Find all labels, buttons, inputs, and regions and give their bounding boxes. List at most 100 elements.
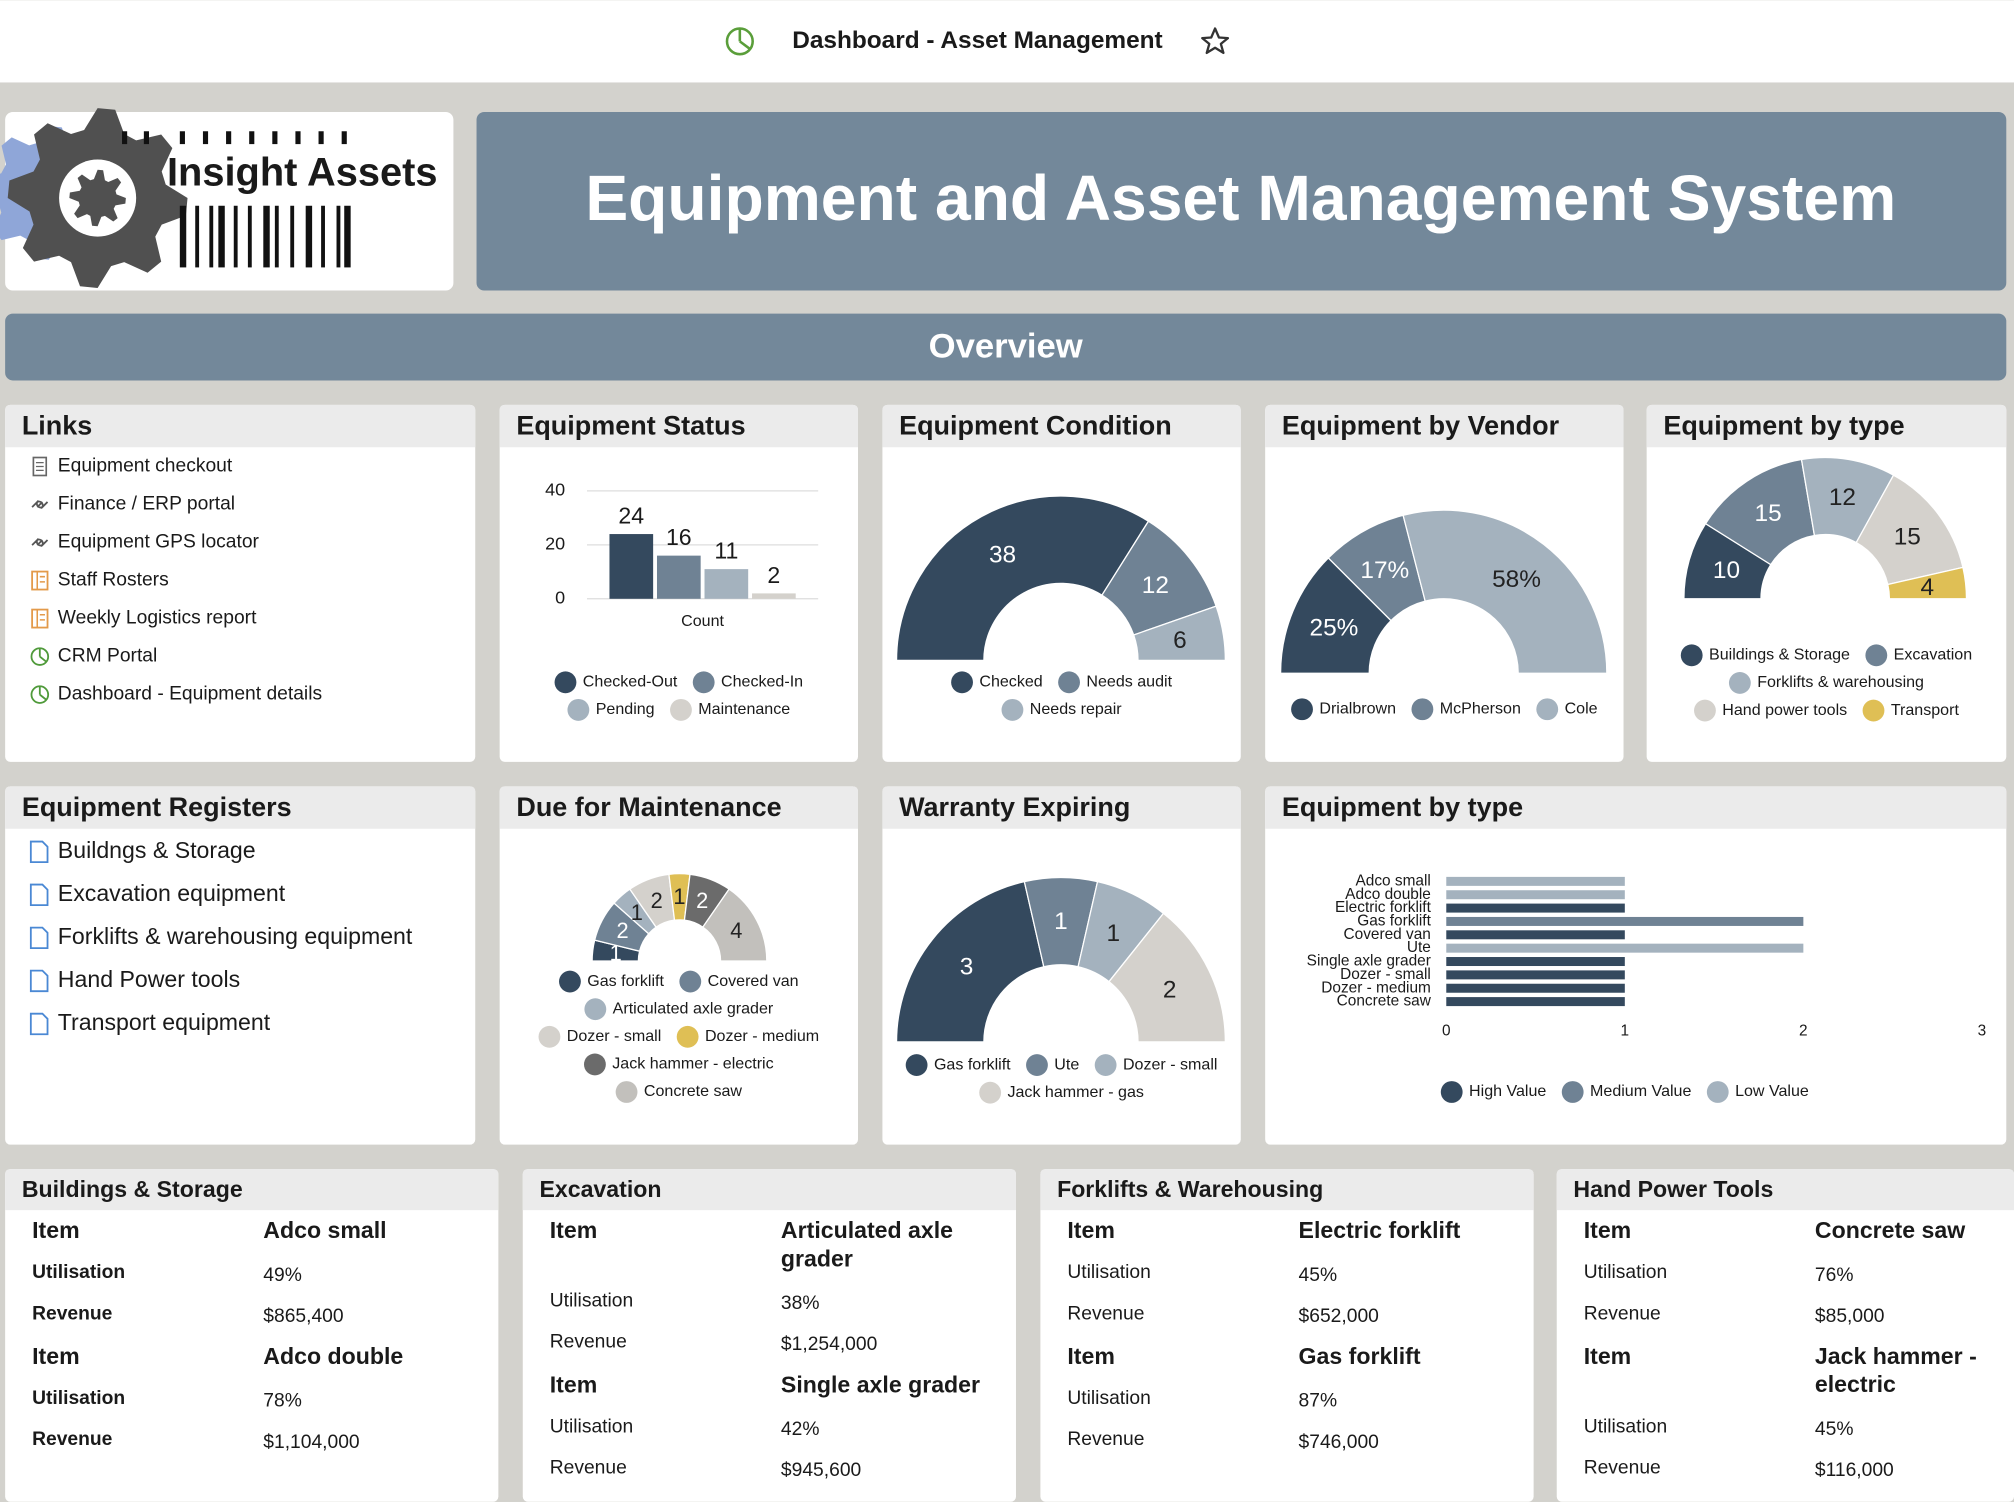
legend-swatch [979,1081,1002,1104]
data-label: 3 [960,953,974,980]
register-item[interactable]: Transport equipment [58,1009,271,1035]
data-label: 6 [1173,627,1187,654]
data-label: 2 [1163,976,1177,1003]
field-label: Revenue [1584,1457,1661,1478]
barcode-bar [226,131,232,145]
icon-part [38,648,47,663]
link-item[interactable]: Dashboard - Equipment details [58,684,322,705]
category-label: Gas forklift [1357,913,1431,930]
register-item[interactable]: Buildngs & Storage [58,837,256,863]
legend-swatch [679,970,702,993]
legend-label: Gas forklift [934,1055,1011,1073]
link-item[interactable]: CRM Portal [58,646,157,667]
data-label: 11 [714,538,738,564]
panel-header [499,404,859,448]
link-item[interactable]: Equipment checkout [58,456,233,477]
data-label: 10 [1713,557,1740,584]
legend-swatch [1694,699,1716,722]
legend-swatch [1865,644,1888,667]
link-item[interactable]: Equipment GPS locator [58,532,260,553]
link-item[interactable]: Finance / ERP portal [58,494,235,515]
bar [1446,930,1625,940]
x-tick-label: 2 [1799,1023,1808,1040]
register-icon [29,926,49,950]
link-item[interactable]: Weekly Logistics report [58,608,257,629]
barcode-bar [290,205,295,268]
field-label: Utilisation [550,1290,633,1311]
item-label: Item [32,1217,80,1243]
register-icon [29,840,49,864]
item-label: Item [550,1217,598,1243]
register-item[interactable]: Excavation equipment [58,880,286,906]
data-label: 1 [673,884,685,909]
field-value: $652,000 [1299,1306,1379,1327]
barcode-bar [318,131,324,145]
legend-label: Checked-In [721,673,803,691]
field-value: $865,400 [263,1306,343,1327]
data-label: 1 [1054,908,1068,935]
legend-row: Concrete saw [615,1081,742,1103]
data-label: 1 [1107,920,1121,947]
legend-row: Buildings & Storage Excavation [1680,644,1973,667]
x-tick-label: 1 [1621,1023,1630,1040]
legend-label: Excavation [1894,646,1973,664]
panel-title: Warranty Expiring [899,792,1130,822]
donut-segment [701,888,768,962]
category-label: Adco double [1345,886,1431,903]
field-value: 76% [1815,1265,1854,1286]
legend-swatch [1561,1081,1584,1103]
legend-label: Dozer - small [1123,1055,1218,1073]
legend-swatch [1680,644,1703,667]
item-name: Electric forklift [1299,1217,1461,1243]
field-value: 38% [781,1293,820,1314]
category-label: Dozer - small [1340,966,1431,983]
category-label: Concrete saw [1337,993,1432,1010]
register-item[interactable]: Forklifts & warehousing equipment [58,923,413,949]
panel-header [1265,786,2007,829]
barcode-bar [202,131,209,145]
panel-title: Equipment by type [1282,792,1523,822]
data-label: 58% [1492,566,1541,593]
link-item[interactable]: Staff Rosters [58,570,169,591]
item-name: Jack hammer - electric [1815,1343,1983,1397]
item-label: Item [550,1371,598,1397]
panel-header [5,786,476,829]
legend-swatch [554,671,577,694]
data-label: 16 [666,524,692,550]
legend-label: Forklifts & warehousing [1757,673,1924,691]
field-label: Utilisation [1584,1416,1667,1437]
barcode-bar [195,205,200,268]
barcode-bar [274,205,279,268]
panel-title: Buildings & Storage [22,1176,243,1202]
item-name: Adco double [263,1343,403,1369]
barcode-bar [218,205,225,268]
data-label: 4 [1921,574,1935,601]
legend-label: Cole [1565,699,1598,717]
legend-row: Checked-Out Checked-In [554,671,803,694]
panel-title: Equipment by Vendor [1282,410,1560,440]
logo-text: Insight Assets [167,150,438,194]
favorite-star[interactable] [1201,27,1230,55]
legend-swatch [1706,1081,1729,1103]
legend-row: Jack hammer - electric [583,1053,774,1076]
field-label: Revenue [32,1303,113,1324]
text-line: Jack hammer - [1815,1343,1983,1369]
panel-title: Hand Power Tools [1573,1176,1773,1202]
legend-swatch [615,1081,638,1103]
register-icon [29,883,49,907]
bar [1446,983,1625,993]
register-item[interactable]: Hand Power tools [58,966,240,992]
legend-swatch [1440,1081,1463,1103]
field-value: $945,600 [781,1460,861,1481]
barcode-bar [341,131,347,145]
data-label: 2 [767,562,780,588]
legend-swatch [1001,698,1024,721]
field-value: 45% [1299,1265,1338,1286]
field-label: Utilisation [1067,1262,1150,1283]
field-label: Revenue [550,1457,627,1478]
barcode-bar [336,205,341,268]
donut-segment [895,880,1045,1043]
legend-label: Dozer - medium [705,1027,819,1045]
legend-row: Gas forklift Covered van [559,970,799,993]
